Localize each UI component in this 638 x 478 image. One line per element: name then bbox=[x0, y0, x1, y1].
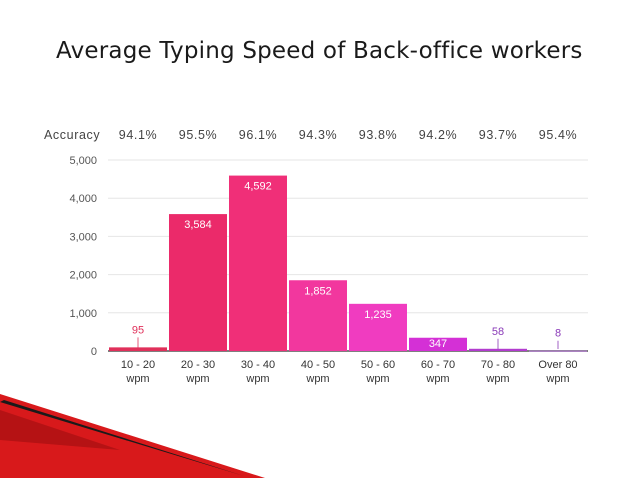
x-tick-label: 20 - 30 bbox=[181, 359, 215, 371]
accuracy-row: Accuracy 94.1% 95.5% 96.1% 94.3% 93.8% 94.2% 9… bbox=[0, 128, 638, 144]
x-tick-label: 30 - 40 bbox=[241, 359, 275, 371]
bar bbox=[349, 303, 407, 351]
data-label: 1,852 bbox=[304, 285, 332, 297]
data-label: 8 bbox=[555, 328, 561, 340]
y-tick-label: 0 bbox=[91, 346, 97, 358]
bar bbox=[529, 350, 587, 352]
data-label: 1,235 bbox=[364, 309, 392, 321]
y-tick-label: 1,000 bbox=[69, 308, 97, 320]
bar bbox=[229, 175, 287, 351]
data-label: 3,584 bbox=[184, 219, 212, 231]
x-tick-label: 70 - 80 bbox=[481, 359, 515, 371]
x-tick-label: wpm bbox=[245, 373, 269, 385]
y-tick-label: 3,000 bbox=[69, 231, 97, 243]
accuracy-value: 93.8% bbox=[358, 128, 398, 142]
red-swoosh-shape bbox=[0, 394, 265, 478]
x-tick-label: 60 - 70 bbox=[421, 359, 455, 371]
dark-swoosh-stroke bbox=[0, 400, 244, 476]
x-tick-label: wpm bbox=[305, 373, 329, 385]
y-tick-label: 2,000 bbox=[69, 270, 97, 282]
x-tick-label: wpm bbox=[485, 373, 509, 385]
data-label: 95 bbox=[132, 324, 144, 336]
bar bbox=[289, 280, 347, 351]
bar bbox=[169, 214, 227, 351]
x-tick-label: wpm bbox=[125, 373, 149, 385]
x-tick-label: wpm bbox=[425, 373, 449, 385]
accuracy-value: 93.7% bbox=[478, 128, 518, 142]
y-tick-label: 4,000 bbox=[69, 193, 97, 205]
slide-title: Average Typing Speed of Back-office work… bbox=[56, 38, 583, 64]
red-swoosh-shade bbox=[0, 410, 120, 450]
x-tick-label: 50 - 60 bbox=[361, 359, 395, 371]
x-tick-label: 40 - 50 bbox=[301, 359, 335, 371]
x-tick-label: Over 80 bbox=[538, 359, 577, 371]
x-axis: 10 - 20 wpm 20 - 30 wpm 30 - 40 wpm 40 - 50 wpm… bbox=[121, 359, 578, 385]
data-label: 4,592 bbox=[244, 181, 272, 193]
bars bbox=[109, 175, 587, 352]
bar bbox=[409, 337, 467, 351]
accuracy-value: 95.4% bbox=[538, 128, 578, 142]
accuracy-label: Accuracy bbox=[44, 128, 101, 142]
x-tick-label: wpm bbox=[185, 373, 209, 385]
bar bbox=[469, 348, 527, 351]
accuracy-value: 96.1% bbox=[238, 128, 278, 142]
x-tick-label: 10 - 20 bbox=[121, 359, 155, 371]
data-label: 58 bbox=[492, 326, 504, 338]
y-axis: 0 1,000 2,000 3,000 4,000 5,000 bbox=[69, 155, 97, 358]
y-tick-label: 5,000 bbox=[69, 155, 97, 167]
data-labels: 95 3,584 4,592 1,852 1,235 347 58 8 bbox=[132, 181, 561, 350]
bar bbox=[109, 347, 167, 351]
accuracy-value: 94.1% bbox=[118, 128, 158, 142]
x-tick-label: wpm bbox=[365, 373, 389, 385]
accuracy-value: 95.5% bbox=[178, 128, 218, 142]
accuracy-value: 94.2% bbox=[418, 128, 458, 142]
accuracy-value: 94.3% bbox=[298, 128, 338, 142]
x-tick-label: wpm bbox=[545, 373, 569, 385]
data-label: 347 bbox=[429, 338, 447, 350]
